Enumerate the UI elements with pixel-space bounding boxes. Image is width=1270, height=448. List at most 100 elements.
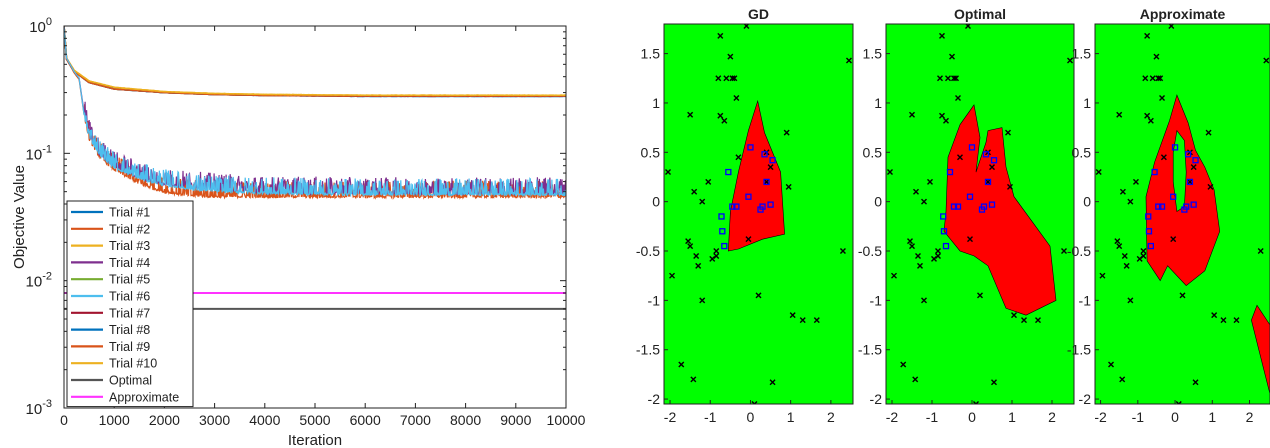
negative-point [887,169,893,176]
region-hole [1172,129,1187,213]
legend-entry: Trial #2 [109,222,150,236]
negative-point [1160,154,1167,161]
positive-point [1186,178,1194,186]
panel-approx: -2 -1 0 1 2 -2 -1.5 -1 -0.5 0 0.5 1 1.5 Approximate [1067,6,1270,425]
negative-point [921,198,927,205]
panel-title: Approximate [1140,6,1226,22]
positive-point [1170,193,1177,200]
negative-point [745,236,752,243]
positive-point [763,178,770,186]
x-tick-label: 5000 [299,412,330,428]
x-tick-label: -1 [926,409,939,425]
negative-point [1263,57,1270,64]
y-axis-label: Objective Value [11,165,28,269]
negative-point [985,178,991,185]
y-tick-exponent: -1 [42,143,52,155]
legend-entry: Trial #5 [109,273,150,287]
y-tick-label: -2 [648,391,661,407]
negative-point [927,178,933,185]
y-tick-label: -0.5 [636,243,660,259]
positive-point [721,242,728,250]
decision-region [1251,304,1270,395]
x-tick-label: 7000 [400,412,431,428]
y-tick-base: 10 [26,274,43,291]
positive-point [733,203,740,210]
x-tick-label: 4000 [249,412,280,428]
x-tick-label: 0 [747,409,755,425]
positive-point [1155,203,1162,210]
negative-point [785,183,792,190]
negative-point [1170,236,1177,243]
negative-point [1116,243,1123,250]
y-tick-label: 1.5 [863,46,883,62]
negative-point [943,117,949,124]
y-tick-label: 10-1 [26,143,52,163]
positive-point [1183,203,1190,210]
negative-point [709,255,716,262]
positive-point [1184,151,1192,158]
positive-point [769,157,776,164]
negative-point [1007,183,1013,190]
positive-point [1147,242,1155,250]
negative-point [699,198,706,205]
negative-point [1175,401,1182,404]
negative-point [789,312,796,319]
negative-point [1186,178,1193,185]
negative-point [1192,379,1199,386]
negative-point [900,361,907,368]
x-tick-label: 1 [787,409,795,425]
x-tick-label: 3000 [199,412,230,428]
y-tick-label: -2 [1079,391,1092,407]
x-tick-label: 2 [827,409,835,425]
y-tick-base: 10 [29,19,46,36]
negative-point [1142,75,1149,82]
positive-point [990,157,998,164]
y-tick-base: 10 [26,146,43,163]
panel-box [885,23,1075,405]
panel-opt: -2 -1 0 1 2 -2 -1.5 -1 -0.5 0 0.5 1 1.5 Optimal [858,6,1075,425]
x-tick-label: 1000 [99,412,130,428]
series-line-trial-9 [64,26,566,97]
y-tick-label: 0 [874,194,882,210]
negative-point [921,297,927,304]
negative-point [755,292,762,299]
y-tick-label: 0.5 [1072,144,1092,160]
negative-point [1233,317,1240,324]
negative-point [915,252,921,259]
y-tick-label: 0 [1083,194,1091,210]
series-line-trial-6 [64,26,566,198]
negative-point [723,75,730,82]
x-tick-label: 2000 [149,412,180,428]
negative-point [695,262,702,269]
x-tick-label: 1 [1208,409,1216,425]
legend-entry: Optimal [109,374,152,388]
legend-entry: Trial #1 [109,206,150,220]
x-axis-label: Iteration [288,432,342,448]
positive-point [759,203,766,210]
x-tick-label: 0 [60,412,68,428]
negative-point [1157,75,1164,82]
y-tick-label: 10-2 [26,271,52,291]
negative-point [1095,169,1102,176]
negative-point [687,243,694,250]
legend-entry: Trial #4 [109,256,150,270]
panel-box [1094,23,1270,405]
negative-point [945,75,951,82]
y-tick-label: -0.5 [1067,243,1091,259]
y-tick-base: 10 [26,401,43,418]
y-tick-label: -1 [1079,292,1092,308]
negative-point [1108,361,1115,368]
negative-point [931,255,937,262]
y-tick-exponent: -3 [42,398,52,410]
negative-point [1011,312,1017,319]
negative-point [1035,317,1041,324]
negative-point [731,75,738,82]
negative-point [891,272,897,279]
negative-point [669,272,676,279]
x-tick-label: -2 [886,409,899,425]
negative-point [713,248,720,255]
negative-point [839,248,846,255]
series-line-trial-10 [64,26,566,97]
x-tick-label: -2 [1094,409,1107,425]
